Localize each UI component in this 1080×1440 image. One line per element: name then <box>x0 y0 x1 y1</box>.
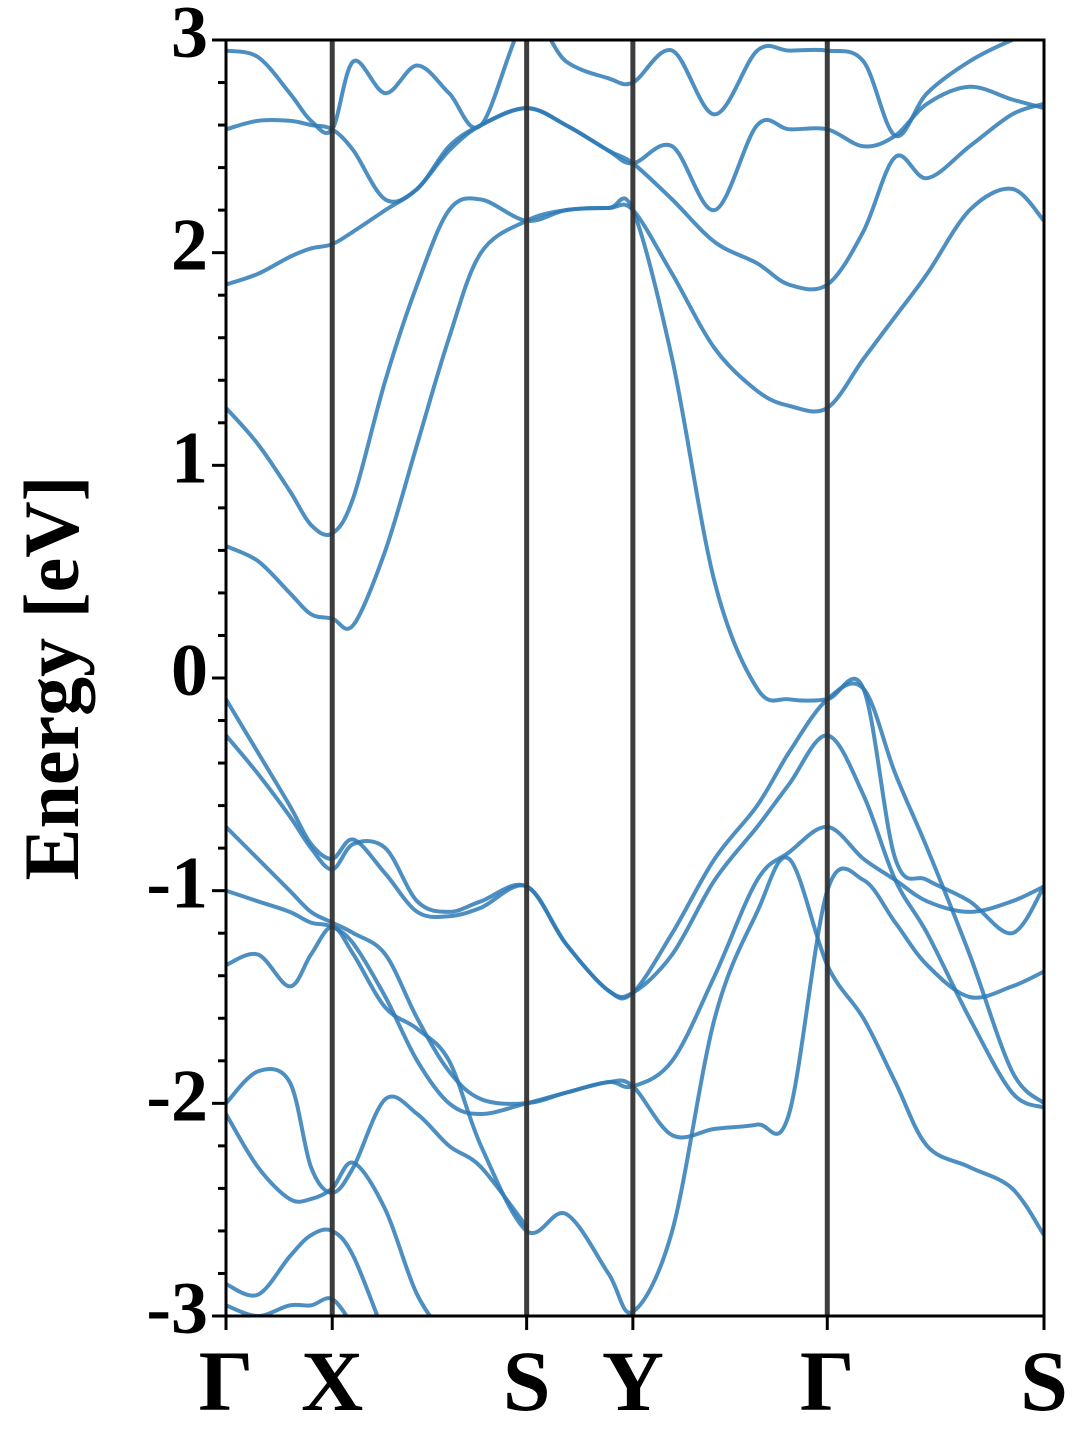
y-tick-label: -2 <box>146 1055 208 1137</box>
y-tick-label: 0 <box>171 630 208 712</box>
band-line <box>226 733 1044 1110</box>
x-tick-label: Γ <box>199 1333 254 1429</box>
band-line <box>226 1112 433 1316</box>
y-tick-label: -1 <box>146 843 208 925</box>
y-tick-label: 3 <box>171 0 208 74</box>
band-line <box>226 855 1044 1315</box>
band-line <box>226 196 1044 936</box>
y-tick-labels: -3 -2 -1 0 1 2 3 <box>146 0 208 1350</box>
y-tick-marks <box>212 38 226 1318</box>
kpoint-lines <box>329 40 830 1316</box>
y-tick-label: 1 <box>171 417 208 499</box>
band-line <box>226 1067 529 1229</box>
x-tick-label: S <box>1020 1333 1068 1429</box>
y-tick-label: 2 <box>171 205 208 287</box>
band-line <box>226 186 1044 537</box>
y-axis-label: Energy [eV] <box>8 475 95 880</box>
x-tick-label: Γ <box>800 1333 855 1429</box>
x-tick-label: X <box>301 1333 363 1429</box>
y-tick-label: -3 <box>146 1268 208 1350</box>
x-tick-label: S <box>503 1333 551 1429</box>
plot-frame <box>224 38 1046 1318</box>
band-line <box>226 40 1018 139</box>
band-line <box>226 1227 380 1316</box>
x-tick-label: Y <box>602 1333 664 1429</box>
